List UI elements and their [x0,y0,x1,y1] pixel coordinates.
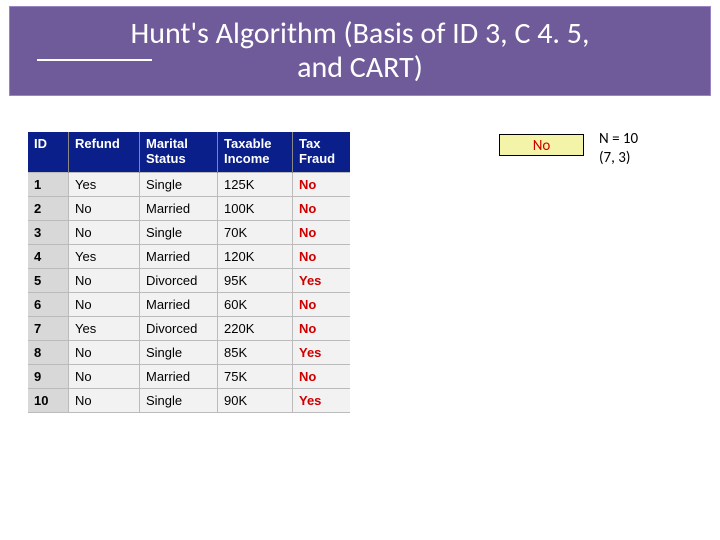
col-refund: Refund [69,132,140,173]
cell-id: 6 [28,293,69,317]
cell-id: 8 [28,341,69,365]
table-row: 9NoMarried75KNo [28,365,350,389]
slide: Hunt's Algorithm (Basis of ID 3, C 4. 5,… [0,0,720,540]
cell-income: 90K [218,389,293,413]
cell-fraud: No [293,245,351,269]
cell-refund: No [69,365,140,389]
cell-id: 7 [28,317,69,341]
table-row: 5NoDivorced95KYes [28,269,350,293]
cell-id: 9 [28,365,69,389]
table-row: 10NoSingle90KYes [28,389,350,413]
data-table: IDRefundMaritalStatusTaxableIncomeTaxFra… [28,132,350,413]
cell-fraud: No [293,173,351,197]
cell-marital: Married [140,245,218,269]
table-row: 8NoSingle85KYes [28,341,350,365]
cell-marital: Single [140,341,218,365]
col-id: ID [28,132,69,173]
cell-id: 5 [28,269,69,293]
cell-refund: No [69,197,140,221]
cell-income: 75K [218,365,293,389]
cell-income: 60K [218,293,293,317]
cell-refund: No [69,341,140,365]
cell-income: 125K [218,173,293,197]
cell-fraud: Yes [293,269,351,293]
cell-refund: No [69,221,140,245]
cell-refund: Yes [69,173,140,197]
cell-fraud: No [293,197,351,221]
cell-refund: Yes [69,317,140,341]
tree-node-label: No [533,137,551,155]
cell-id: 10 [28,389,69,413]
title-line-1: Hunt's Algorithm (Basis of ID 3, C 4. 5, [10,17,710,52]
tree-node-count-split: (7, 3) [599,149,630,167]
table-row: 3NoSingle70KNo [28,221,350,245]
cell-fraud: Yes [293,341,351,365]
tree-node-count-n: N = 10 [599,130,638,148]
cell-marital: Single [140,221,218,245]
cell-refund: No [69,269,140,293]
cell-marital: Single [140,389,218,413]
cell-fraud: No [293,365,351,389]
cell-fraud: Yes [293,389,351,413]
cell-id: 2 [28,197,69,221]
cell-income: 120K [218,245,293,269]
cell-marital: Married [140,365,218,389]
cell-income: 220K [218,317,293,341]
cell-marital: Single [140,173,218,197]
cell-refund: No [69,389,140,413]
table-header-row: IDRefundMaritalStatusTaxableIncomeTaxFra… [28,132,350,173]
cell-marital: Divorced [140,269,218,293]
cell-fraud: No [293,293,351,317]
cell-id: 1 [28,173,69,197]
tree-node: No [499,134,584,156]
table-row: 6NoMarried60KNo [28,293,350,317]
slide-title: Hunt's Algorithm (Basis of ID 3, C 4. 5,… [9,6,711,96]
title-underline [37,59,152,61]
cell-marital: Divorced [140,317,218,341]
cell-income: 70K [218,221,293,245]
cell-marital: Married [140,293,218,317]
table-row: 1YesSingle125KNo [28,173,350,197]
cell-fraud: No [293,221,351,245]
table-body: 1YesSingle125KNo2NoMarried100KNo3NoSingl… [28,173,350,413]
tree-node-counts: N = 10 (7, 3) [599,130,638,168]
table-row: 2NoMarried100KNo [28,197,350,221]
title-line-2: and CART) [10,51,710,86]
cell-income: 100K [218,197,293,221]
cell-fraud: No [293,317,351,341]
cell-income: 95K [218,269,293,293]
col-marital: MaritalStatus [140,132,218,173]
col-fraud: TaxFraud [293,132,351,173]
table-row: 7YesDivorced220KNo [28,317,350,341]
col-income: TaxableIncome [218,132,293,173]
table-header: IDRefundMaritalStatusTaxableIncomeTaxFra… [28,132,350,173]
cell-id: 3 [28,221,69,245]
table-row: 4YesMarried120KNo [28,245,350,269]
cell-income: 85K [218,341,293,365]
cell-refund: No [69,293,140,317]
cell-id: 4 [28,245,69,269]
cell-marital: Married [140,197,218,221]
cell-refund: Yes [69,245,140,269]
